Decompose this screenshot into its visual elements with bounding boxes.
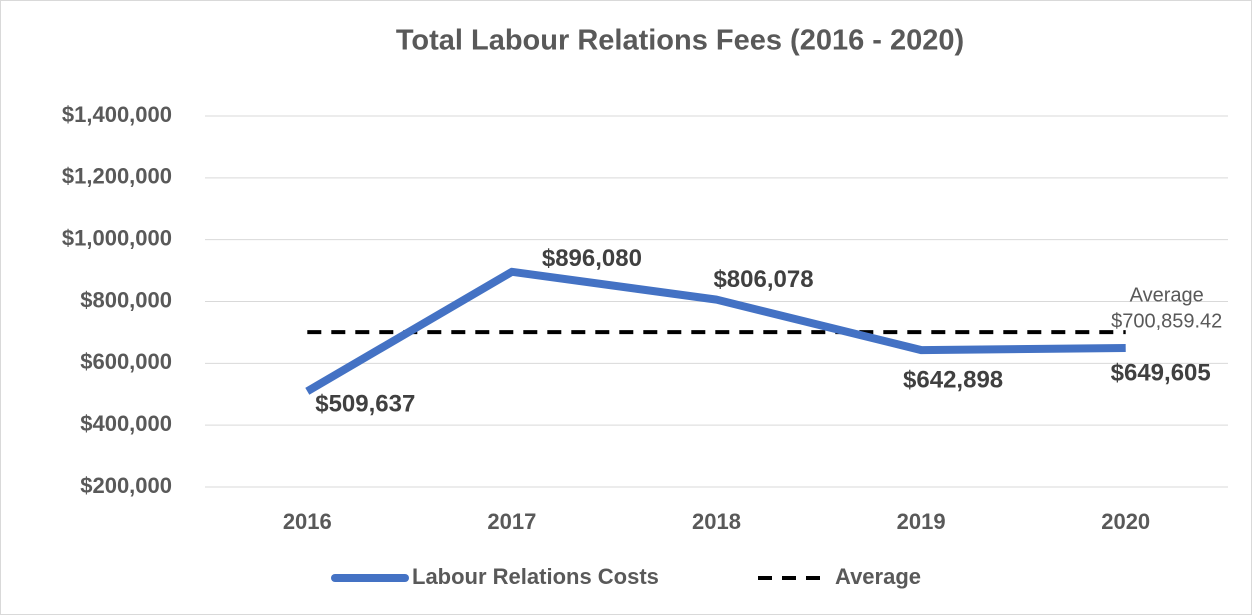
y-tick-label: $400,000 [80,411,172,436]
x-tick-label: 2018 [692,509,741,534]
y-tick-label: $1,400,000 [62,102,172,127]
legend-label: Labour Relations Costs [412,564,659,589]
x-tick-label: 2020 [1101,509,1150,534]
y-tick-label: $800,000 [80,287,172,312]
x-tick-label: 2017 [487,509,536,534]
x-tick-label: 2016 [283,509,332,534]
data-label: $896,080 [542,245,642,272]
y-tick-label: $1,000,000 [62,225,172,250]
y-tick-label: $600,000 [80,349,172,374]
data-label: $806,078 [713,266,813,293]
average-label-value: $700,859.42 [1111,310,1222,332]
x-tick-label: 2019 [897,509,946,534]
data-label: $509,637 [315,391,415,418]
data-label: $649,605 [1111,359,1211,386]
y-tick-label: $1,200,000 [62,164,172,189]
average-label-name: Average [1130,284,1204,306]
legend-label: Average [835,564,921,589]
series-line [305,267,1126,395]
y-tick-label: $200,000 [80,473,172,498]
data-label: $642,898 [903,366,1003,393]
chart-title: Total Labour Relations Fees (2016 - 2020… [396,25,964,57]
